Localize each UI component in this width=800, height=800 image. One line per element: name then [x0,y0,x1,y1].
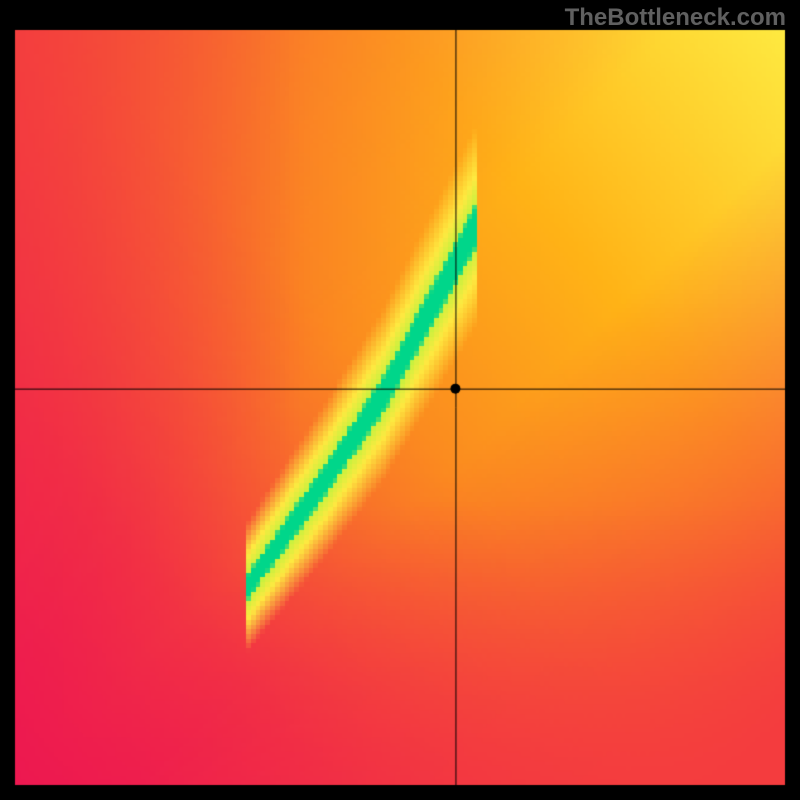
bottleneck-heatmap [0,0,800,800]
chart-container: TheBottleneck.com [0,0,800,800]
